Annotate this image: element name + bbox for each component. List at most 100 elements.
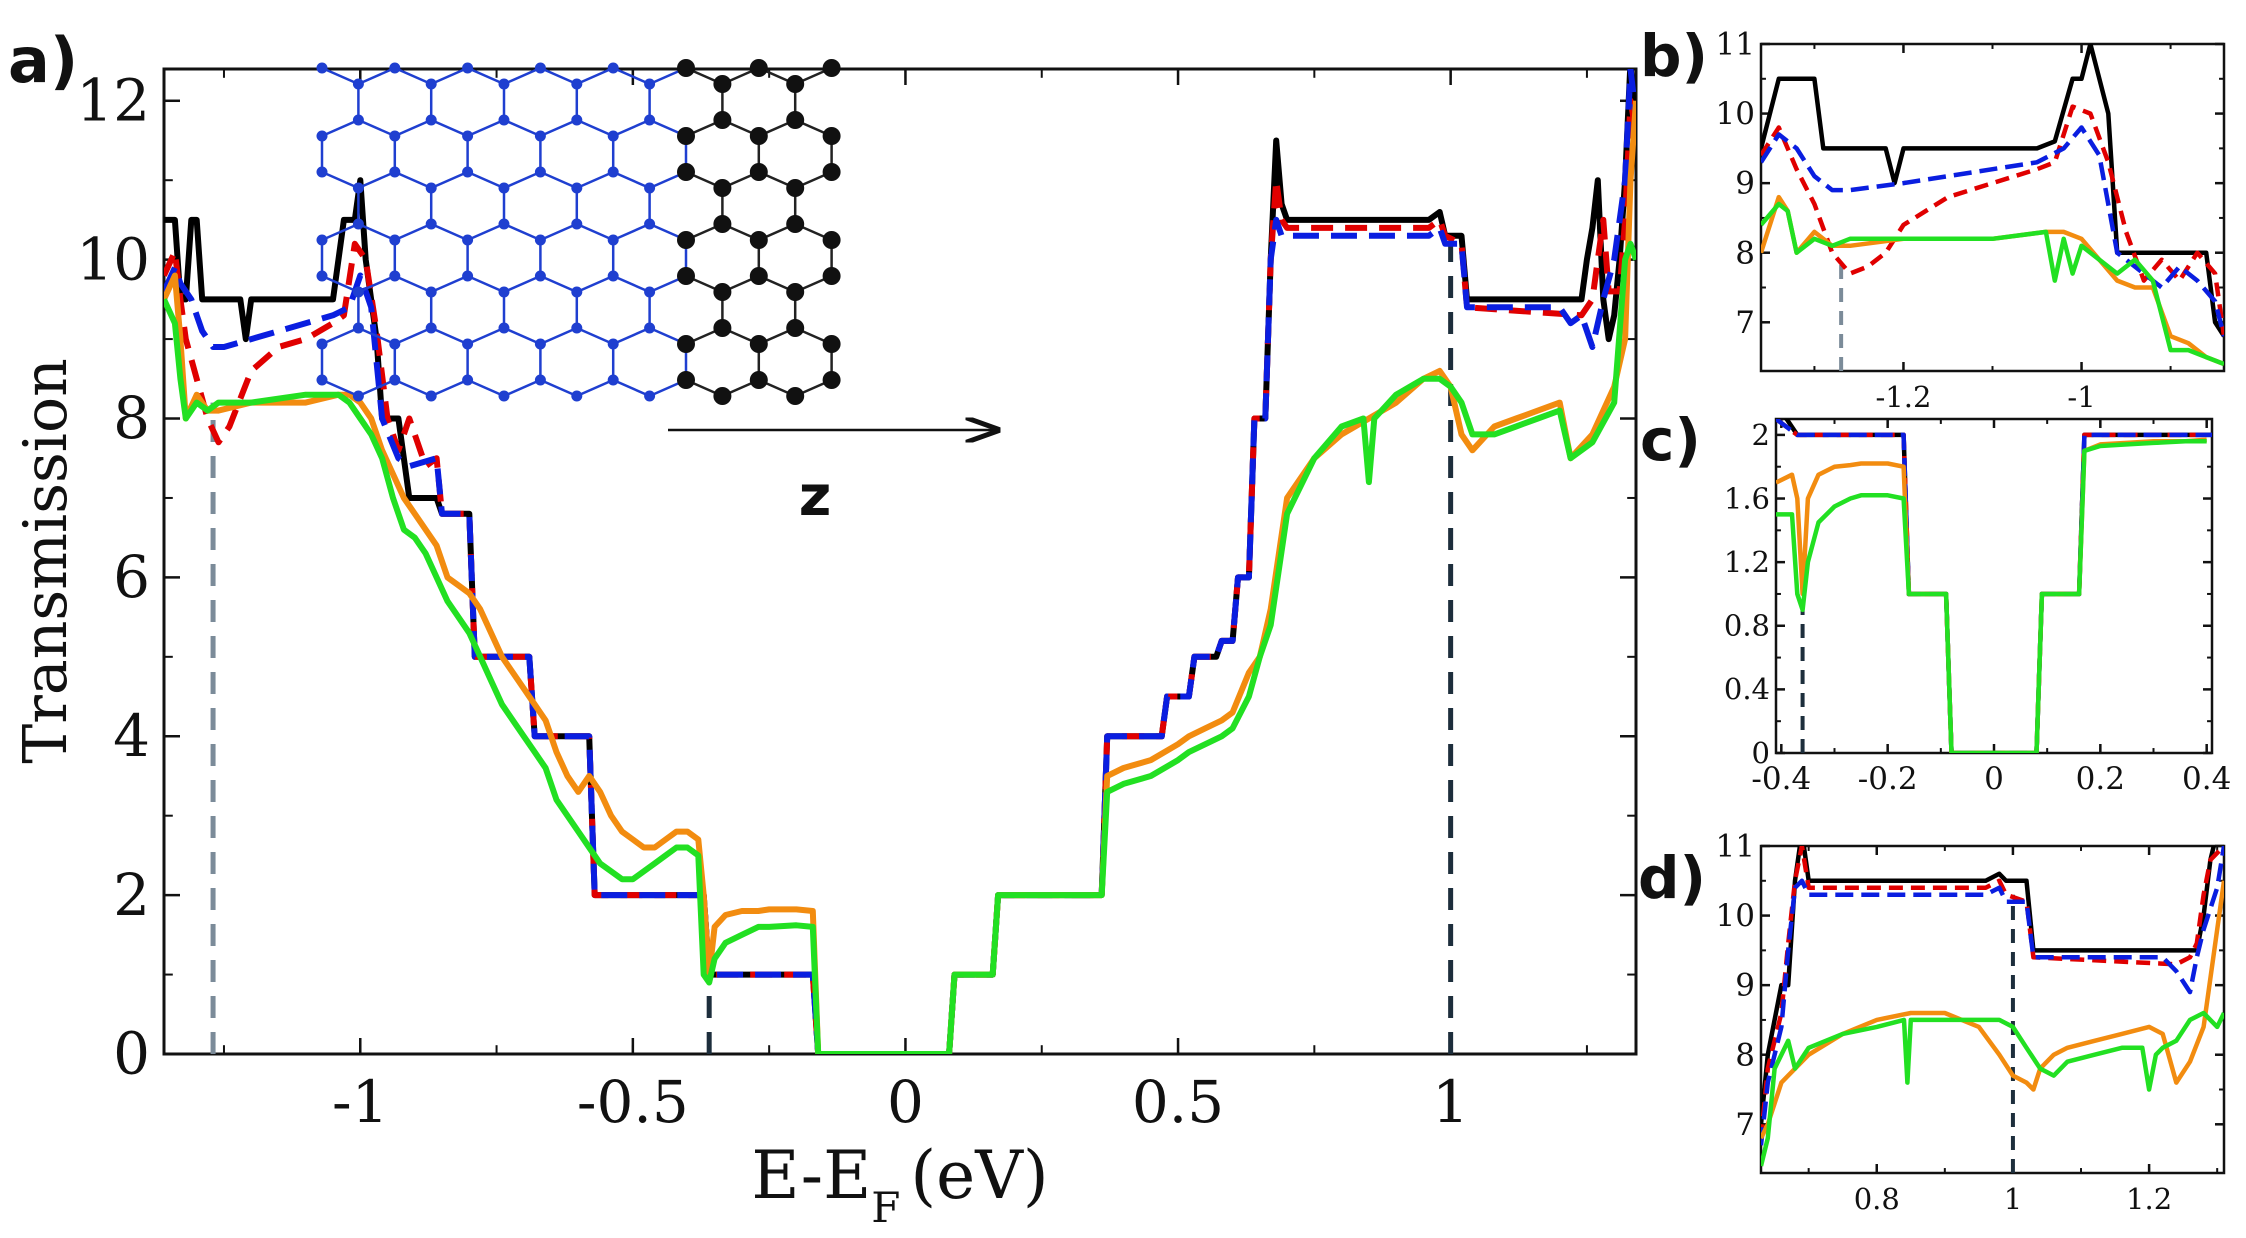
panel-b-ticks: -1.2 -1 7 8 9 10 11 (1716, 27, 2224, 414)
x-tick-label: 1 (1432, 1068, 1469, 1136)
lattice-bond (321, 118, 359, 138)
lattice-atom (352, 114, 364, 126)
series-black-line (1761, 44, 2224, 338)
x-tick-label: 1 (2004, 1182, 2022, 1216)
lattice-atom (571, 78, 583, 90)
lattice-atom (644, 322, 656, 334)
series-green-line (1761, 1010, 2224, 1167)
lattice-bond (430, 222, 469, 242)
lattice-bond (467, 170, 505, 190)
lattice-bond (394, 222, 432, 242)
lattice-atom (822, 163, 841, 181)
lattice-bond (612, 118, 651, 138)
series-red-line (1761, 104, 2224, 337)
series-blue-line (1776, 419, 2212, 753)
lattice-atom (352, 218, 364, 230)
lattice-bond (467, 66, 505, 86)
lattice-atom (462, 338, 474, 350)
y-tick-label: 0.4 (1724, 672, 1770, 706)
lattice-bond (539, 378, 578, 398)
lattice-bond (539, 274, 578, 294)
lattice-atom (316, 270, 328, 282)
lattice-bond (612, 222, 651, 242)
panel-d-series (1761, 846, 2224, 1167)
panel-d: 0.8 1 1.2 7 8 9 10 11 d) (1638, 829, 2226, 1216)
lattice-bond (430, 66, 469, 86)
x-tick-label: 0.2 (2076, 761, 2125, 797)
lattice-atom (786, 111, 805, 129)
lattice-bond (357, 118, 396, 138)
lattice-atom (352, 78, 364, 90)
series-green-line (1776, 439, 2207, 753)
lattice-atom (316, 166, 328, 178)
lattice-atom (749, 163, 768, 181)
lattice-atom (571, 182, 583, 194)
lattice-bond (539, 326, 578, 346)
lattice-atom (607, 374, 619, 386)
lattice-bond (503, 118, 541, 138)
y-tick-label: 9 (1735, 968, 1755, 1004)
y-tick-label: 4 (113, 702, 150, 770)
lattice-bond (357, 378, 396, 398)
lattice-atom (822, 267, 841, 285)
lattice-atom (425, 390, 437, 402)
lattice-atom (462, 62, 474, 74)
lattice-atom (498, 182, 510, 194)
lattice-atom (498, 390, 510, 402)
lattice-atom (677, 127, 695, 145)
lattice-atom (713, 75, 732, 93)
panel-a-markers (210, 243, 1454, 1054)
x-axis-title-unit: (eV) (910, 1137, 1048, 1214)
lattice-atom (389, 130, 401, 142)
lattice-atom (607, 166, 619, 178)
lattice-bond (467, 378, 505, 398)
lattice-atom (316, 338, 328, 350)
lattice-atom (571, 218, 583, 230)
lattice-atom (462, 374, 474, 386)
lattice-atom (822, 127, 841, 145)
lattice-bond (467, 326, 505, 346)
lattice-bond (467, 222, 505, 242)
lattice-bond (539, 170, 578, 190)
lattice-atom (352, 390, 364, 402)
x-tick-label: 0.8 (1854, 1182, 1900, 1216)
z-direction-label: z (799, 464, 832, 529)
lattice-atom (534, 130, 546, 142)
series-black-line (1783, 419, 2212, 753)
lattice-bond (576, 326, 614, 346)
lattice-atom (316, 374, 328, 386)
y-tick-label: 6 (113, 543, 150, 611)
lattice-bond (576, 378, 614, 398)
panel-b-label: b) (1640, 22, 1708, 90)
lattice-bond (394, 378, 432, 398)
panel-d-frame (1759, 844, 2226, 1175)
y-axis-title: Transmission (11, 358, 81, 764)
lattice-atom (644, 114, 656, 126)
panel-d-ticks: 0.8 1 1.2 7 8 9 10 11 (1716, 829, 2224, 1216)
panel-b-frame (1759, 42, 2226, 373)
panel-a-label: a) (8, 24, 78, 97)
lattice-atom (498, 78, 510, 90)
y-tick-label: 7 (1735, 1107, 1755, 1143)
lattice-atom (425, 182, 437, 194)
lattice-atom (425, 114, 437, 126)
lattice-atom (677, 267, 695, 285)
lattice-atom (749, 59, 768, 77)
lattice-atom (425, 322, 437, 334)
lattice-atom (822, 335, 841, 353)
lattice-bond (321, 326, 359, 346)
lattice-atom (389, 338, 401, 350)
lattice-bond (430, 378, 469, 398)
lattice-bond (503, 222, 541, 242)
lattice-atom (607, 338, 619, 350)
series-orange-line (164, 100, 1636, 1054)
lattice-atom (571, 286, 583, 298)
lattice-bond (430, 118, 469, 138)
lattice-atom (786, 387, 805, 405)
lattice-bond (612, 66, 651, 86)
y-tick-label: 11 (1716, 829, 1755, 865)
y-tick-label: 8 (1735, 235, 1755, 271)
lattice-atom (316, 130, 328, 142)
